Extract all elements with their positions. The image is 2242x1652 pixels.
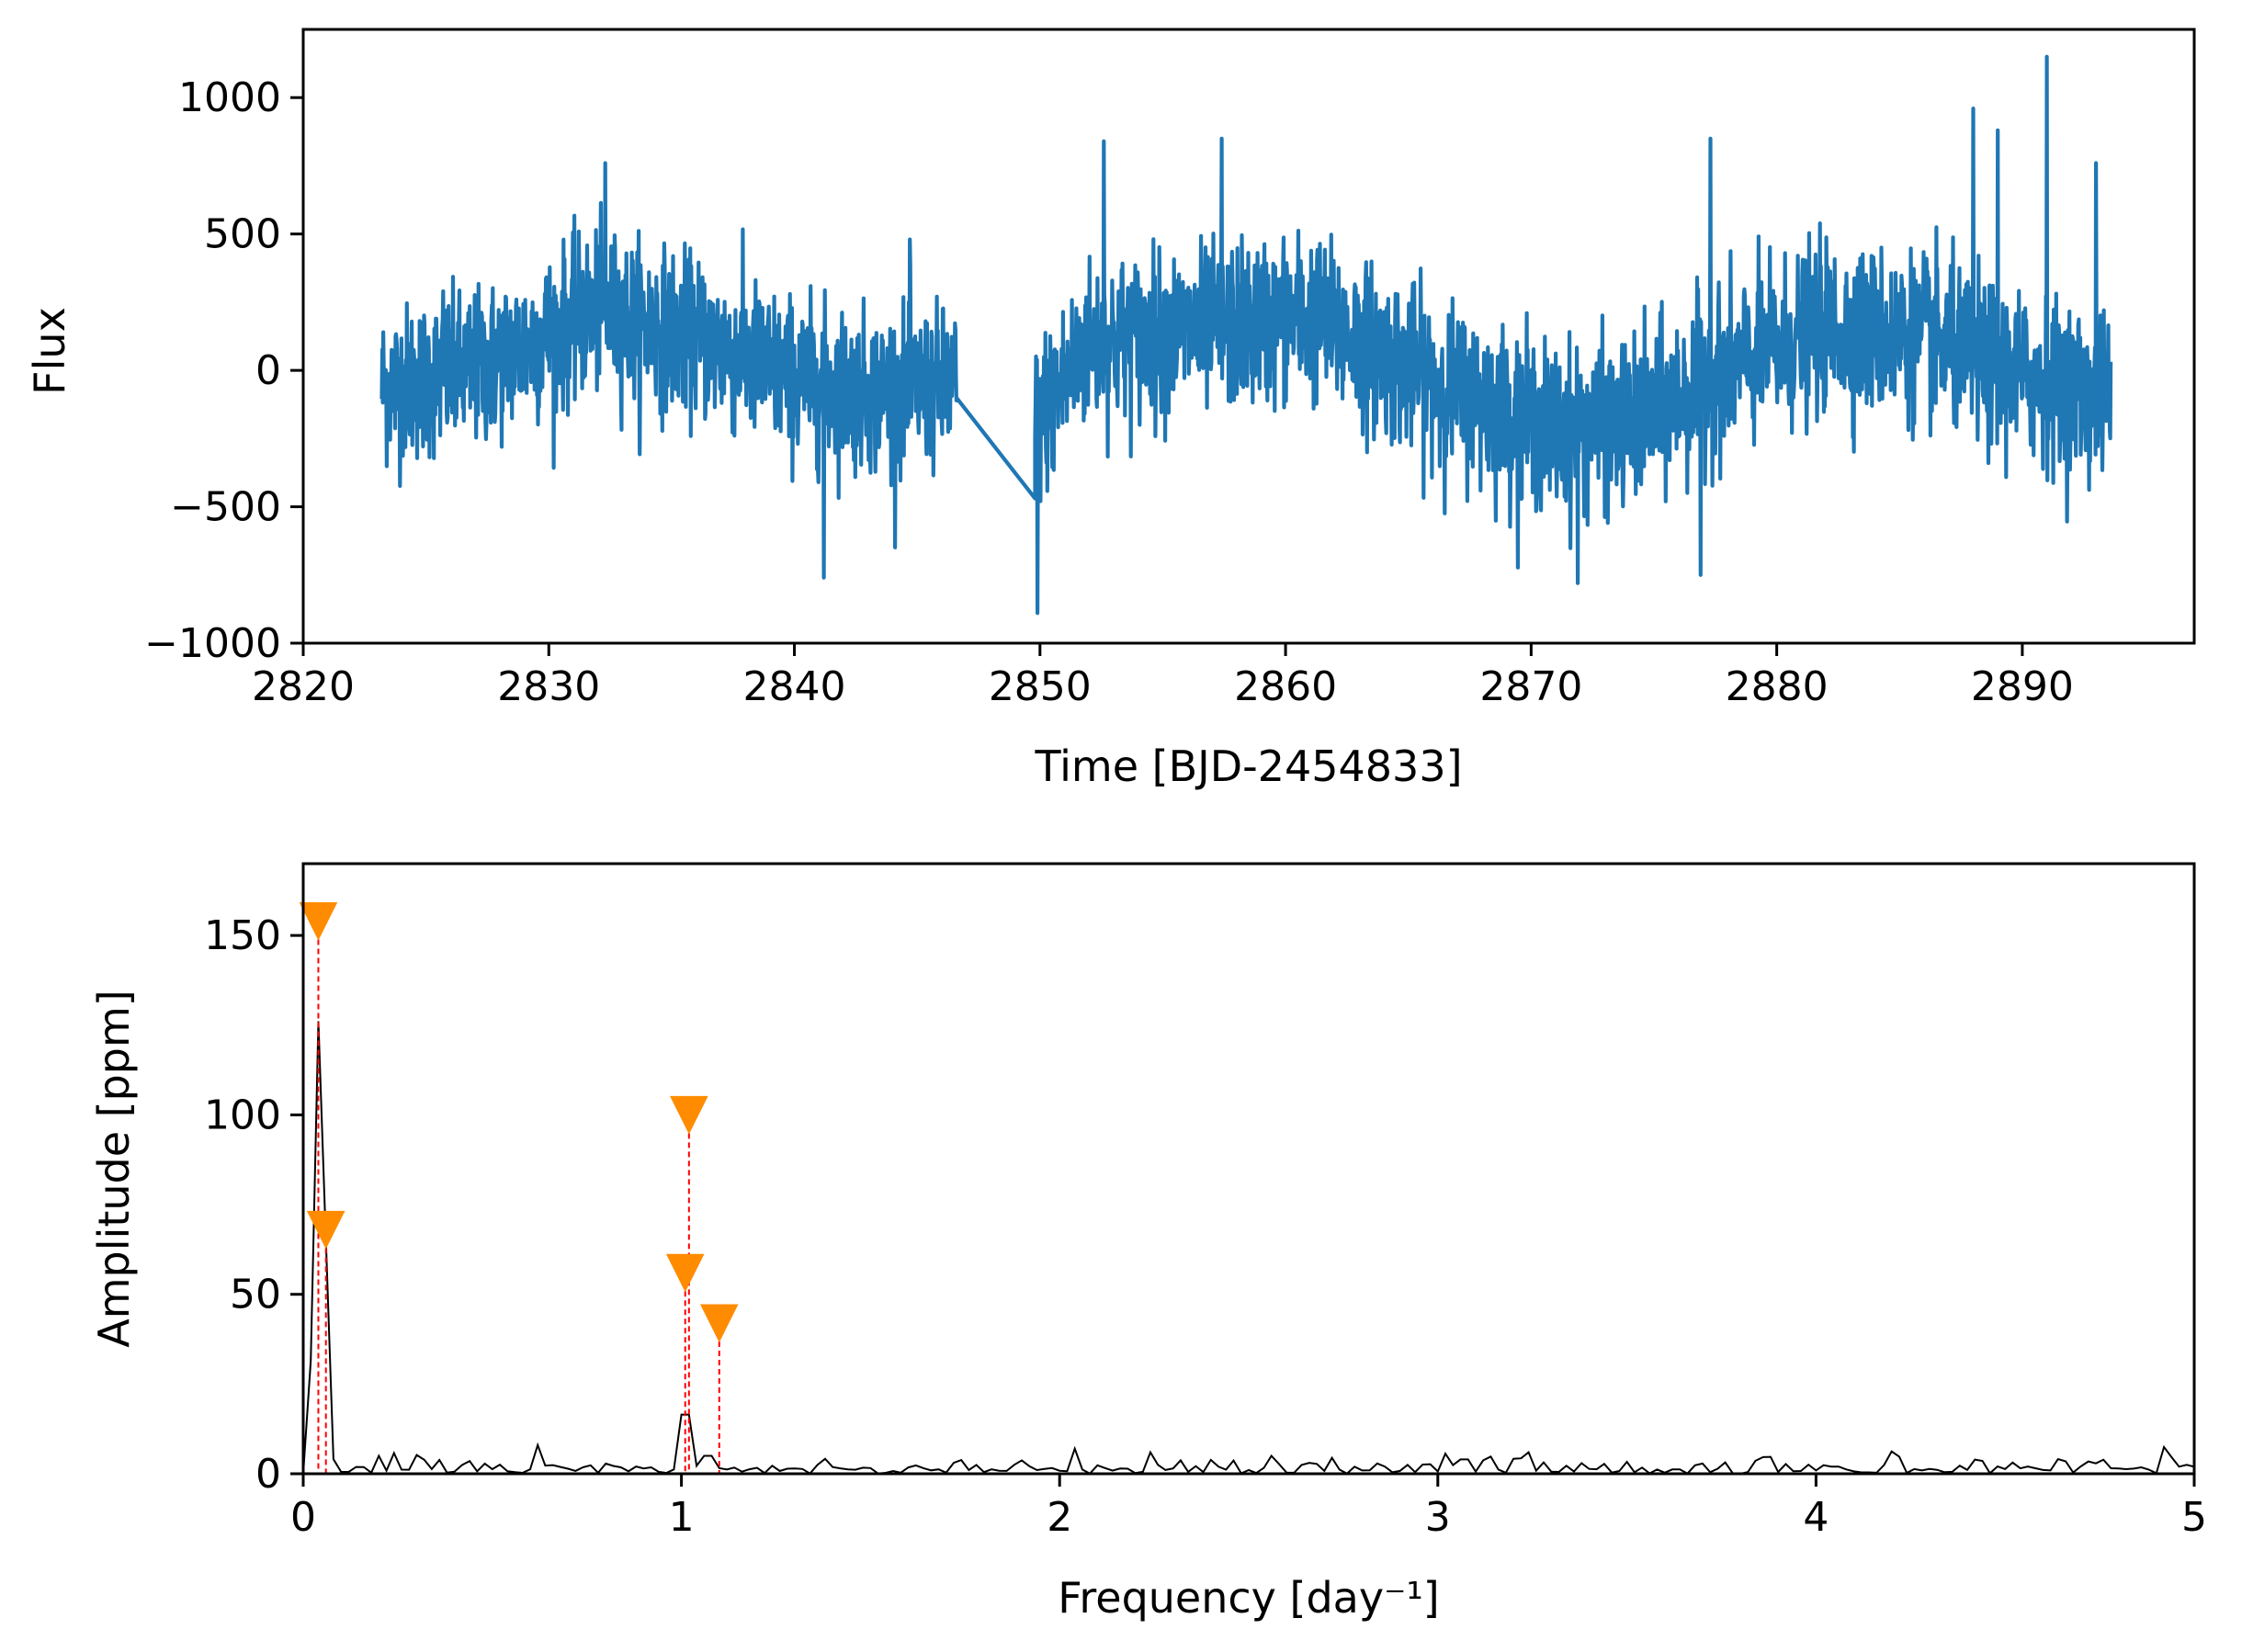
x-tick-label: 2830: [497, 663, 600, 710]
y-tick-label: 0: [255, 1451, 281, 1498]
y-tick-label: −1000: [144, 620, 281, 667]
amplitude-spectrum-x-ticks: 0 1 2 3 4 5: [290, 1474, 2207, 1541]
light-curve-y-ticks: −1000 −500 0 500 1000: [144, 74, 303, 667]
amplitude-spectrum-frame: [301, 862, 2196, 1476]
flux-series-line: [379, 54, 2113, 616]
light-curve-panel: 2820 2830 2840 2850 2860 2870 2880 2890 −1000 −5…: [25, 28, 2196, 791]
y-tick-label: 0: [255, 347, 281, 394]
x-tick-label: 2860: [1234, 663, 1337, 710]
x-tick-label: 2820: [252, 663, 355, 710]
x-tick-label: 1: [669, 1494, 695, 1541]
light-curve-frame: [301, 28, 2196, 645]
peak-marker: [665, 1253, 705, 1293]
amplitude-spectrum-panel: 0 1 2 3 4 5 0 50 100 150 Frequency [day⁻¹] Ampli…: [89, 862, 2207, 1623]
y-tick-label: 150: [204, 912, 281, 959]
y-tick-label: 1000: [178, 74, 281, 121]
amplitude-spectrum-x-axis-label: Frequency [day⁻¹]: [1058, 1573, 1439, 1623]
x-tick-label: 2840: [743, 663, 846, 710]
y-tick-label: 500: [204, 211, 281, 258]
light-curve-x-ticks: 2820 2830 2840 2850 2860 2870 2880 2890: [252, 643, 2074, 710]
x-tick-label: 2: [1047, 1494, 1072, 1541]
x-tick-label: 2850: [989, 663, 1092, 710]
x-tick-label: 2880: [1726, 663, 1829, 710]
amplitude-series-line: [302, 1021, 2195, 1476]
light-curve-plot-area: [379, 54, 2113, 616]
peak-marker: [670, 1095, 708, 1135]
y-tick-label: 100: [204, 1092, 281, 1138]
x-tick-label: 2890: [1971, 663, 2074, 710]
amplitude-spectrum-plot-area: [299, 901, 2195, 1476]
light-curve-y-axis-label: Flux: [25, 307, 74, 395]
y-tick-label: 50: [230, 1272, 281, 1318]
amplitude-spectrum-y-ticks: 0 50 100 150: [204, 912, 303, 1498]
peak-marker: [306, 1210, 345, 1250]
peak-marker: [299, 901, 338, 941]
x-tick-label: 2870: [1479, 663, 1582, 710]
x-tick-label: 0: [290, 1494, 316, 1541]
x-tick-label: 3: [1425, 1494, 1451, 1541]
amplitude-spectrum-y-axis-label: Amplitude [ppm]: [89, 990, 139, 1347]
peak-marker: [699, 1304, 739, 1343]
y-tick-label: −500: [170, 484, 281, 531]
light-curve-x-axis-label: Time [BJD-2454833]: [1034, 741, 1462, 791]
x-tick-label: 4: [1803, 1494, 1829, 1541]
x-tick-label: 5: [2181, 1494, 2207, 1541]
